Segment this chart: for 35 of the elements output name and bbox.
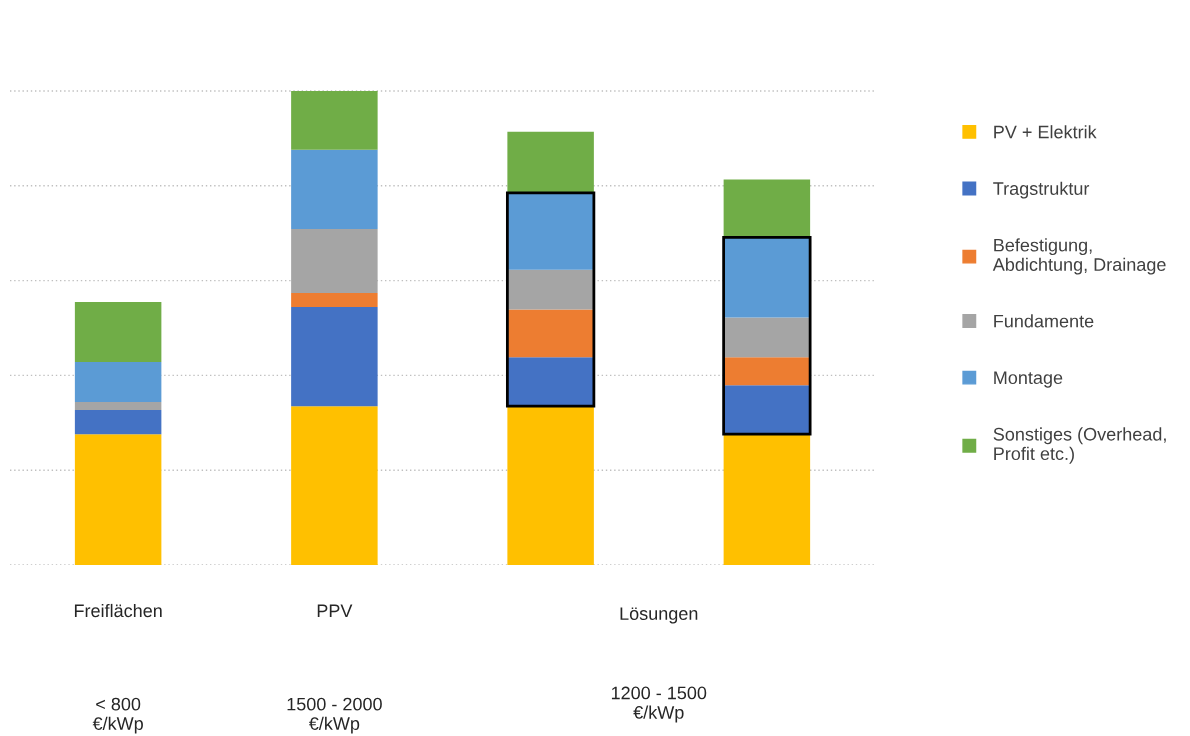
bar (507, 357, 594, 407)
legend-label: Befestigung, Abdichtung, Drainage (992, 238, 1166, 275)
legend-label: Fundamente (994, 314, 1094, 328)
bar (74, 401, 162, 410)
legend-label: Sonstiges (Overhead, Profit etc.) (993, 427, 1166, 464)
text: Lösungen (620, 607, 698, 624)
bar (291, 307, 378, 407)
bar (291, 228, 378, 293)
bar (291, 292, 378, 308)
bar (291, 149, 378, 229)
bar (74, 434, 162, 565)
bar (291, 406, 378, 565)
text: < 800 €/kWp (92, 697, 143, 734)
x-tick-label: Freiflächen (74, 603, 162, 618)
bar (723, 317, 811, 358)
bar (723, 179, 811, 238)
bar (723, 237, 811, 318)
bar (723, 357, 811, 386)
bar (291, 90, 378, 150)
bar (507, 309, 594, 358)
bar (74, 409, 162, 435)
legend-label: PV + Elektrik (994, 125, 1097, 139)
bar (74, 362, 162, 402)
bar (507, 131, 594, 193)
bar (723, 385, 811, 435)
legend-label: Tragstruktur (993, 181, 1090, 199)
bar (507, 269, 594, 310)
bar (723, 434, 811, 565)
x-tick-label: PPV (317, 604, 353, 617)
text: 1200 - 1500 €/kWp (611, 686, 707, 723)
bar (74, 301, 162, 363)
bar (507, 192, 594, 270)
legend-label: Montage (994, 371, 1063, 388)
bar (507, 406, 594, 565)
text: 1500 - 2000 €/kWp (287, 697, 382, 734)
